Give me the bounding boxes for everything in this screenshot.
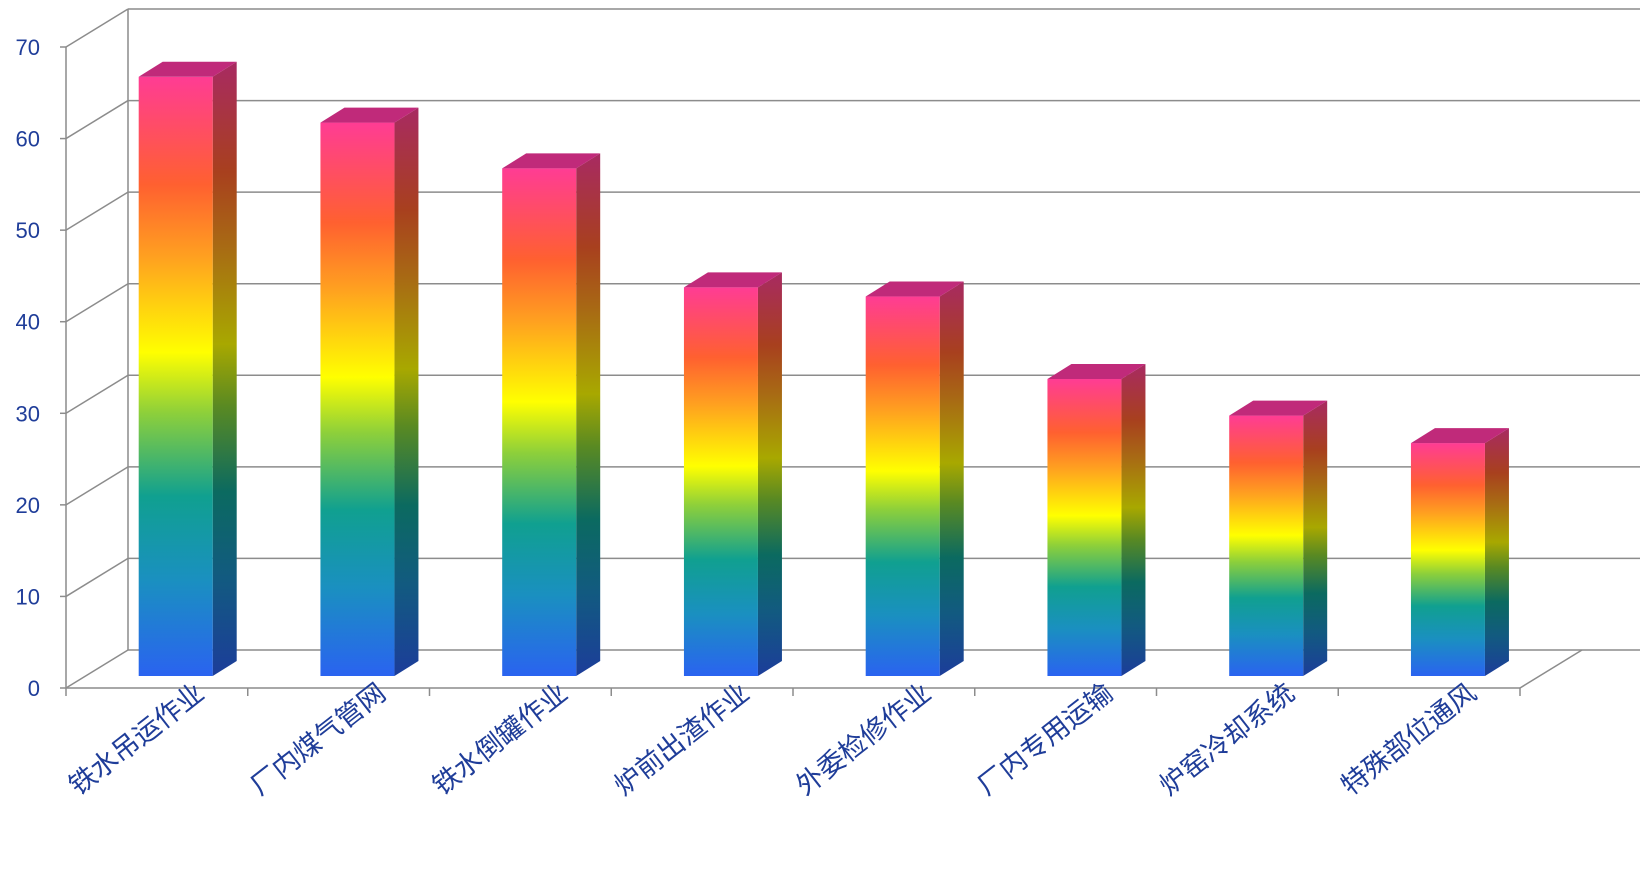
bar-side-3 xyxy=(576,153,601,676)
bar-side-7 xyxy=(1303,400,1328,676)
x-category-label-1: 铁水吊运作业 xyxy=(63,678,210,802)
y-tick-label-20: 20 xyxy=(16,493,40,518)
x-axis-category-labels: 铁水吊运作业 厂内煤气管网 铁水倒罐作业 炉前出渣作业 外委检修作业 厂内专用运输 炉窑冷却… xyxy=(63,678,1482,802)
floor-right-edge xyxy=(1519,649,1583,689)
y-tick-label-60: 60 xyxy=(16,127,40,152)
x-category-label-5: 外委检修作业 xyxy=(790,678,937,802)
bar-top-7 xyxy=(1229,400,1328,416)
gridline-side-40 xyxy=(65,283,129,323)
bar-side-2 xyxy=(394,107,419,677)
bar-top-8 xyxy=(1410,428,1509,444)
y-tick-label-40: 40 xyxy=(16,310,40,335)
bar-top-6 xyxy=(1047,363,1146,379)
bar-front-5 xyxy=(865,296,940,676)
bar-front-2 xyxy=(320,122,395,677)
x-category-label-7: 炉窑冷却系统 xyxy=(1154,678,1301,802)
y-tick-label-70: 70 xyxy=(16,35,40,60)
bar-8 xyxy=(1410,428,1509,676)
bar-side-8 xyxy=(1484,428,1509,676)
y-axis-tick-labels: 0 10 20 30 40 50 60 70 xyxy=(16,35,66,701)
gridlines xyxy=(65,8,1640,689)
bar-front-3 xyxy=(502,168,577,676)
bar-1 xyxy=(138,61,237,677)
bar-6 xyxy=(1047,363,1146,676)
x-category-label-3: 铁水倒罐作业 xyxy=(427,678,574,802)
y-tick-label-0: 0 xyxy=(28,676,40,701)
bar-top-5 xyxy=(865,281,964,297)
bar-side-6 xyxy=(1121,363,1146,676)
bar-3 xyxy=(502,153,601,676)
x-category-label-2: 厂内煤气管网 xyxy=(245,678,392,802)
gridline-side-60 xyxy=(65,99,129,140)
y-tick-label-30: 30 xyxy=(16,401,40,426)
bar-side-5 xyxy=(939,281,964,676)
bars xyxy=(138,61,1509,677)
bar-5 xyxy=(865,281,964,676)
bar-top-1 xyxy=(138,61,237,77)
x-category-label-4: 炉前出渣作业 xyxy=(609,678,756,802)
bar-side-4 xyxy=(757,272,782,676)
bar-7 xyxy=(1229,400,1328,676)
y-tick-label-50: 50 xyxy=(16,218,40,243)
bar-front-8 xyxy=(1410,443,1485,676)
bar-side-1 xyxy=(212,61,237,677)
bar-top-3 xyxy=(502,153,601,169)
gridline-side-0 xyxy=(65,649,129,689)
bar-front-6 xyxy=(1047,378,1122,676)
bar-front-4 xyxy=(683,287,758,676)
bar-front-7 xyxy=(1229,415,1304,676)
gridline-side-20 xyxy=(65,466,129,506)
bar-top-2 xyxy=(320,107,419,123)
y-tick-label-10: 10 xyxy=(16,584,40,609)
axes xyxy=(65,9,1583,696)
bar-4 xyxy=(683,272,782,676)
bar-top-4 xyxy=(683,272,782,288)
x-category-label-8: 特殊部位通风 xyxy=(1336,678,1483,802)
gridline-side-50 xyxy=(65,191,129,231)
bar-2 xyxy=(320,107,419,677)
bar-front-1 xyxy=(138,76,213,677)
gridline-side-70 xyxy=(65,8,129,48)
gridline-side-10 xyxy=(65,557,129,598)
gridline-side-30 xyxy=(65,374,129,414)
x-category-label-6: 厂内专用运输 xyxy=(972,678,1119,802)
